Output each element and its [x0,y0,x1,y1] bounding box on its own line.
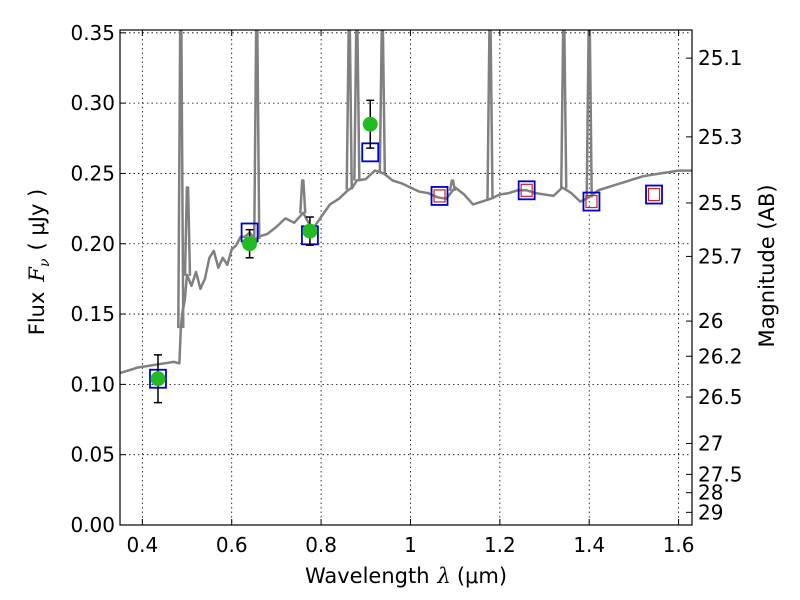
y2-tick-label: 26.5 [698,385,743,409]
y2-tick-label: 25.1 [698,46,743,70]
x-tick-label: 1 [404,533,417,557]
observed-point [242,236,258,252]
y-tick-label: 0.05 [70,443,115,467]
y2-tick-label: 26 [698,309,723,333]
y-tick-label: 0.25 [70,161,115,185]
y2-tick-label: 29 [698,500,723,524]
y-tick-label: 0.30 [70,91,115,115]
emission-line [448,179,457,192]
emission-line [177,30,185,329]
y2-tick-label: 26.2 [698,344,743,368]
emission-line [585,30,593,198]
grid [120,30,692,526]
model-square [645,184,663,205]
y2-axis-label: Magnitude (AB) [755,184,779,347]
y2-tick-label: 28 [698,481,723,505]
plot-frame [119,29,693,526]
emission-line [559,30,568,189]
x-axis-label: Wavelength λ (μm) [305,564,507,588]
axis-ticks: 0.4 0.6 0.8 1 1.2 1.4 1.6 0.00 0.05 0.10 0.15 0.20 0… [70,21,742,557]
emission-line [486,30,494,200]
model-spectrum-line [120,169,692,375]
y-tick-label: 0.15 [70,302,115,326]
y2-tick-label: 25.3 [698,125,743,149]
emission-line [299,179,307,214]
observed-point [150,371,166,387]
model-inner-square [520,183,533,197]
emission-line [252,30,261,239]
model-square [582,191,601,212]
y-tick-label: 0.35 [70,21,115,45]
y2-tick-label: 25.5 [698,191,743,215]
observed-photometry [150,99,378,404]
emission-line [378,30,387,174]
y2-tick-label: 27 [698,431,723,455]
x-tick-label: 0.6 [216,533,248,557]
x-tick-label: 0.8 [305,533,337,557]
x-tick-label: 1.6 [663,533,695,557]
model-inner-square [585,194,598,209]
model-square [430,186,449,206]
y-tick-label: 0.20 [70,232,115,256]
emission-line [345,30,353,190]
y2-tick-label: 25.7 [698,244,743,268]
model-inner-square [647,187,661,202]
x-tick-label: 1.2 [484,533,516,557]
y-tick-label: 0.10 [70,372,115,396]
y2-tick-label: 27.5 [698,462,743,486]
emission-line [353,30,361,181]
emission-lines [177,30,593,329]
y-axis-label: FluxFν( μJy ) [25,189,53,335]
observed-point [362,116,378,132]
x-tick-label: 1.4 [573,533,605,557]
y-tick-label: 0.00 [70,513,115,537]
model-square [517,180,536,201]
observed-point [302,223,318,239]
x-tick-label: 0.4 [126,533,158,557]
model-inner-square [433,189,446,203]
emission-line [183,186,192,276]
